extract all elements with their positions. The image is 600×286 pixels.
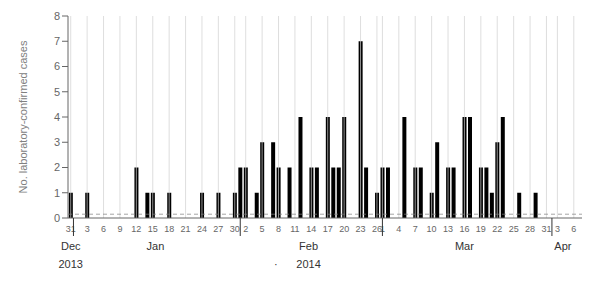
svg-text:12: 12 <box>131 224 141 234</box>
svg-text:27: 27 <box>213 224 223 234</box>
svg-text:7: 7 <box>413 224 418 234</box>
svg-text:13: 13 <box>443 224 453 234</box>
svg-text:20: 20 <box>339 224 349 234</box>
svg-text:8: 8 <box>276 224 281 234</box>
svg-text:6: 6 <box>101 224 106 234</box>
svg-text:5: 5 <box>260 224 265 234</box>
svg-text:19: 19 <box>476 224 486 234</box>
svg-text:4: 4 <box>54 111 60 123</box>
svg-text:1: 1 <box>54 187 60 199</box>
svg-text:2: 2 <box>54 161 60 173</box>
svg-text:25: 25 <box>509 224 519 234</box>
svg-text:6: 6 <box>54 60 60 72</box>
svg-text:31: 31 <box>541 224 551 234</box>
svg-text:1: 1 <box>380 224 385 234</box>
svg-text:0: 0 <box>54 212 60 224</box>
svg-text:Apr: Apr <box>554 240 571 252</box>
svg-text:Mar: Mar <box>455 240 474 252</box>
svg-text:Jan: Jan <box>147 240 165 252</box>
svg-text:11: 11 <box>290 224 299 234</box>
svg-text:9: 9 <box>117 224 122 234</box>
svg-text:14: 14 <box>306 224 316 234</box>
svg-text:Dec: Dec <box>61 240 81 252</box>
svg-text:5: 5 <box>54 86 60 98</box>
svg-text:2014: 2014 <box>296 258 320 270</box>
svg-text:3: 3 <box>54 136 60 148</box>
svg-text:26: 26 <box>371 224 382 235</box>
svg-text:21: 21 <box>181 224 191 234</box>
svg-text:23: 23 <box>356 224 366 234</box>
svg-text:2: 2 <box>243 224 248 234</box>
svg-text:10: 10 <box>427 224 437 234</box>
svg-text:4: 4 <box>396 224 401 234</box>
svg-text:17: 17 <box>323 224 333 234</box>
svg-text:18: 18 <box>164 224 174 234</box>
svg-text:30: 30 <box>230 224 240 234</box>
svg-text:3: 3 <box>555 224 560 234</box>
svg-text:Feb: Feb <box>299 240 318 252</box>
svg-text:22: 22 <box>492 224 502 234</box>
svg-text:7: 7 <box>54 35 60 47</box>
svg-text:24: 24 <box>197 224 207 234</box>
svg-text:6: 6 <box>571 224 576 234</box>
svg-text:2013: 2013 <box>58 258 82 270</box>
svg-text:No. laboratory-confirmed cases: No. laboratory-confirmed cases <box>17 40 29 193</box>
svg-text:31: 31 <box>66 224 76 234</box>
svg-text:·: · <box>274 258 278 270</box>
svg-text:15: 15 <box>148 224 158 234</box>
svg-text:28: 28 <box>525 224 535 234</box>
svg-text:3: 3 <box>85 224 90 234</box>
svg-text:16: 16 <box>459 224 469 234</box>
svg-text:8: 8 <box>54 10 60 22</box>
